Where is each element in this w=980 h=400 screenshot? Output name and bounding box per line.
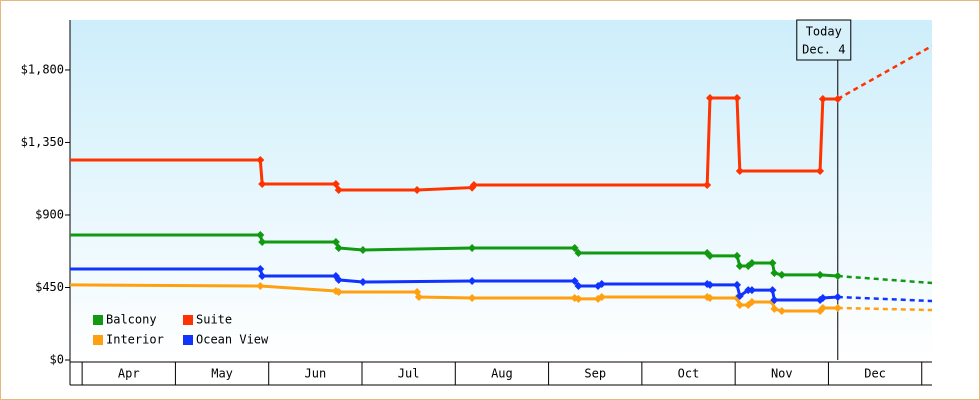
point (770, 268, 779, 277)
x-tick-label: Jul (398, 367, 420, 381)
plot-area (70, 20, 932, 360)
legend-swatch (183, 315, 193, 325)
point (747, 297, 756, 306)
legend-label: Suite (196, 313, 232, 327)
legend-swatch (183, 335, 193, 345)
x-tick-label: Nov (771, 367, 793, 381)
x-tick-label: Sep (584, 367, 606, 381)
point (570, 244, 579, 253)
x-tick-label: Apr (118, 367, 140, 381)
point (747, 286, 756, 295)
point (258, 272, 267, 281)
point (468, 277, 477, 286)
legend-swatch (93, 335, 103, 345)
point (833, 303, 842, 312)
point (816, 270, 825, 279)
point (770, 304, 779, 313)
point (334, 186, 343, 194)
point (816, 166, 825, 175)
point (703, 181, 712, 190)
point (833, 272, 842, 281)
today-label: Today (806, 25, 842, 39)
point (597, 292, 606, 301)
point (358, 245, 367, 254)
point (574, 282, 583, 291)
forecast-line (837, 274, 933, 285)
point (414, 292, 423, 301)
y-tick-label: $1,350 (21, 135, 64, 149)
point (597, 279, 606, 288)
x-tick-label: May (211, 367, 233, 381)
point (735, 292, 744, 301)
point (768, 286, 777, 295)
forecast-line (837, 44, 933, 101)
x-tick-label: Dec (864, 367, 886, 381)
y-tick-label: $1,800 (21, 62, 64, 76)
point (770, 296, 779, 305)
today-box (796, 19, 852, 61)
point (735, 301, 744, 310)
point (468, 293, 477, 302)
point (256, 156, 265, 165)
point (833, 94, 842, 103)
point (574, 249, 583, 258)
point (331, 238, 340, 247)
forecast-line (837, 295, 933, 303)
legend-swatch (93, 315, 103, 325)
today-label: Dec. 4 (802, 43, 845, 57)
point (733, 93, 742, 102)
point (833, 292, 842, 301)
legend-label: Ocean View (196, 333, 269, 347)
point (258, 238, 267, 247)
x-tick-label: Jun (305, 367, 327, 381)
point (705, 280, 714, 289)
y-tick-label: $450 (35, 280, 64, 294)
point (818, 303, 827, 312)
point (334, 288, 343, 296)
point (705, 93, 714, 102)
point (705, 251, 714, 260)
point (733, 280, 742, 289)
point (256, 282, 265, 291)
point (570, 277, 579, 286)
point (735, 262, 744, 271)
point (777, 307, 786, 316)
point (256, 230, 265, 239)
point (468, 244, 477, 253)
point (574, 294, 583, 303)
point (358, 278, 367, 287)
point (747, 258, 756, 267)
point (469, 181, 478, 190)
point (413, 186, 422, 194)
x-tick-label: Aug (491, 367, 513, 381)
point (777, 270, 786, 279)
point (334, 275, 343, 284)
legend-label: Balcony (106, 313, 157, 327)
point (818, 293, 827, 302)
point (705, 293, 714, 302)
y-tick-label: $0 (50, 353, 64, 367)
forecast-line (837, 306, 933, 312)
y-tick-label: $900 (35, 207, 64, 221)
point (334, 244, 343, 253)
point (735, 166, 744, 175)
point (768, 258, 777, 267)
point (256, 264, 265, 273)
x-tick-label: Oct (678, 367, 700, 381)
point (733, 251, 742, 260)
legend-label: Interior (106, 333, 164, 347)
point (331, 180, 340, 189)
point (818, 94, 827, 103)
point (258, 180, 267, 189)
